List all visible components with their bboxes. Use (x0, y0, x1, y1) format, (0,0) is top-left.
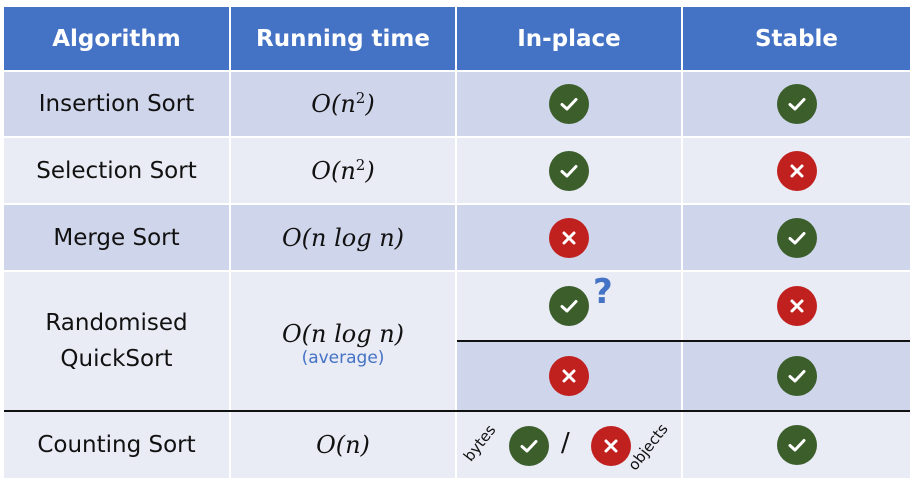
row-selection-sort-in-place (457, 138, 681, 203)
check-icon (776, 84, 817, 124)
check-icon (776, 425, 817, 465)
header-running-time: Running time (231, 7, 455, 70)
check-icon (549, 84, 589, 124)
row-merge-sort-time: O(n log n) (231, 205, 455, 270)
check-icon (549, 286, 589, 326)
row-quicksort-variant2-stable (683, 342, 910, 410)
variant-divider (457, 340, 910, 342)
row-merge-sort-name: Merge Sort (4, 205, 229, 270)
header-algorithm: Algorithm (4, 7, 229, 70)
check-icon (509, 426, 549, 466)
row-counting-sort-name: Counting Sort (4, 412, 229, 478)
row-insertion-sort-time: O(n2) (231, 72, 455, 136)
row-quicksort-name: Randomised QuickSort (4, 272, 229, 410)
row-quicksort-variant2-in-place (457, 342, 681, 410)
row-counting-sort-time: O(n) (231, 412, 455, 478)
row-quicksort-variant1-in-place: ? (457, 272, 681, 340)
check-icon (776, 217, 817, 258)
row-selection-sort-stable (683, 138, 910, 203)
row-selection-sort-time: O(n2) (231, 138, 455, 203)
check-icon (549, 150, 589, 191)
bytes-label: bytes (459, 421, 500, 465)
row-counting-sort-in-place: bytes / objects (457, 412, 681, 478)
row-insertion-sort-stable (683, 72, 910, 136)
cross-icon (776, 286, 817, 326)
cross-icon (549, 217, 589, 258)
header-stable: Stable (683, 7, 910, 70)
question-mark: ? (593, 272, 613, 312)
row-merge-sort-stable (683, 205, 910, 270)
check-icon (776, 356, 817, 396)
row-quicksort-variant1-stable (683, 272, 910, 340)
cross-icon (549, 356, 589, 396)
row-counting-sort-stable (683, 412, 910, 478)
objects-label: objects (624, 420, 672, 474)
average-note: (average) (301, 348, 385, 368)
row-selection-sort-name: Selection Sort (4, 138, 229, 203)
row-insertion-sort-name: Insertion Sort (4, 72, 229, 136)
row-quicksort-time: O(n log n) (average) (231, 272, 455, 410)
slash-separator: / (561, 428, 570, 458)
row-divider (4, 410, 910, 412)
row-merge-sort-in-place (457, 205, 681, 270)
row-insertion-sort-in-place (457, 72, 681, 136)
header-in-place: In-place (457, 7, 681, 70)
cross-icon (591, 426, 631, 466)
cross-icon (776, 150, 817, 191)
